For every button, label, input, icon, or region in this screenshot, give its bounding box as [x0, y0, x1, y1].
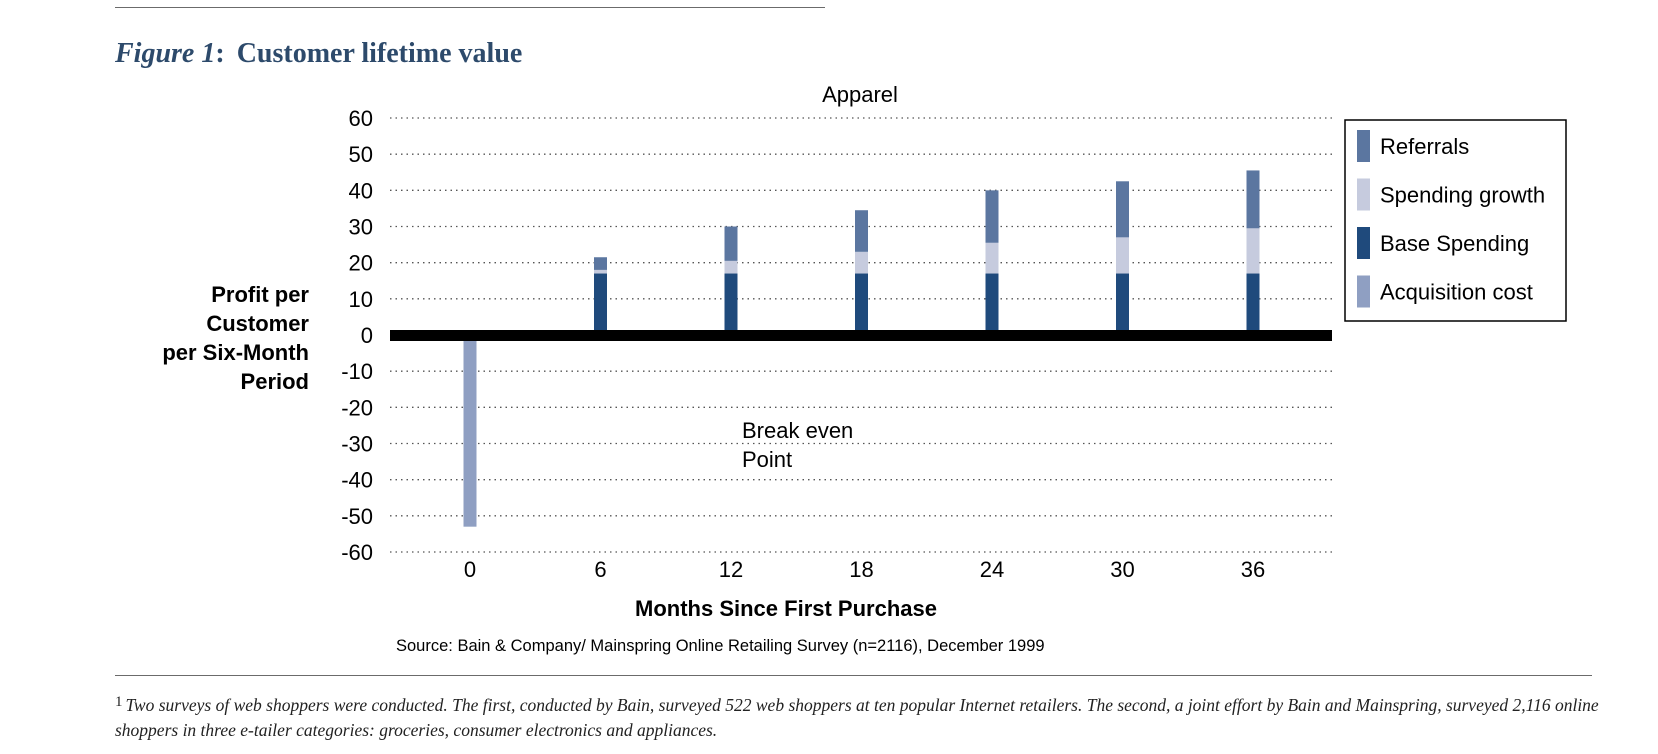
legend-swatch — [1357, 130, 1370, 162]
y-tick-label: -50 — [341, 504, 373, 529]
x-tick-label: 12 — [719, 557, 743, 582]
x-tick-labels: 0 6 12 18 24 30 36 — [464, 557, 1265, 582]
legend-swatch — [1357, 178, 1370, 211]
x-axis-label: Months Since First Purchase — [635, 596, 937, 621]
bar-referrals — [724, 226, 738, 261]
bar-referrals — [855, 210, 868, 252]
bar-spending-growth — [855, 251, 868, 274]
bar-spending-growth — [985, 242, 999, 274]
bar-base-spending — [724, 273, 738, 335]
bars — [463, 170, 1260, 527]
legend-label: Base Spending — [1380, 231, 1529, 256]
zero-line — [390, 330, 1332, 341]
legend-label: Referrals — [1380, 134, 1469, 159]
bar-referrals — [594, 257, 607, 270]
chart-title: Apparel — [822, 82, 898, 107]
bar-base-spending — [985, 273, 999, 335]
x-tick-label: 18 — [849, 557, 873, 582]
footnote: 1 Two surveys of web shoppers were conduc… — [115, 690, 1605, 743]
y-tick-label: -20 — [341, 395, 373, 420]
y-axis-label-line: Profit per — [211, 282, 309, 307]
y-tick-label: 30 — [349, 215, 373, 240]
x-tick-label: 6 — [594, 557, 606, 582]
legend-label: Acquisition cost — [1380, 280, 1533, 305]
footnote-marker: 1 — [115, 694, 123, 710]
x-tick-label: 36 — [1241, 557, 1265, 582]
bar-base-spending — [1246, 273, 1260, 335]
figure-label: Figure 1 — [115, 38, 216, 69]
y-tick-label: 20 — [349, 251, 373, 276]
annotation-line: Break even — [742, 418, 853, 443]
y-axis-label-line: Customer — [206, 311, 309, 336]
bar-acquisition-cost — [463, 335, 477, 527]
chart: 60 50 40 30 20 10 0 -10 -20 -30 -40 -50 -60 0 6 12 18 24… — [162, 82, 1567, 655]
y-axis-label-line: Period — [241, 369, 309, 394]
bar-spending-growth — [724, 260, 738, 274]
y-tick-label: 40 — [349, 178, 373, 203]
legend-swatch — [1357, 275, 1370, 308]
y-tick-label: 50 — [349, 142, 373, 167]
y-tick-label: -10 — [341, 359, 373, 384]
y-tick-label: 0 — [361, 323, 373, 348]
legend: Referrals Spending growth Base Spending Acq… — [1344, 119, 1567, 322]
bottom-rule — [115, 675, 1592, 676]
y-tick-labels: 60 50 40 30 20 10 0 -10 -20 -30 -40 -50 -60 — [341, 106, 373, 565]
bar-referrals — [1116, 181, 1129, 238]
legend-box — [1344, 119, 1567, 322]
figure-title: Figure 1: Customer lifetime value — [115, 38, 523, 69]
y-tick-label: -40 — [341, 468, 373, 493]
bar-referrals — [985, 190, 999, 243]
annotation-line: Point — [742, 447, 792, 472]
bar-base-spending — [594, 273, 607, 335]
source-note: Source: Bain & Company/ Mainspring Onlin… — [396, 637, 1045, 655]
y-axis-label: Profit per Customer per Six-Month Period — [162, 282, 309, 394]
x-tick-label: 30 — [1110, 557, 1134, 582]
bar-spending-growth — [1116, 237, 1129, 274]
break-even-annotation: Break even Point — [742, 418, 853, 472]
bar-referrals — [1246, 170, 1260, 229]
footnote-text: Two surveys of web shoppers were conduct… — [115, 695, 1599, 740]
bar-base-spending — [855, 273, 868, 335]
x-tick-label: 24 — [980, 557, 1004, 582]
legend-label: Spending growth — [1380, 183, 1545, 208]
x-tick-label: 0 — [464, 557, 476, 582]
bar-spending-growth — [1246, 228, 1260, 274]
legend-swatch — [1357, 227, 1370, 259]
y-axis-label-line: per Six-Month — [162, 340, 309, 365]
bar-base-spending — [1116, 273, 1129, 335]
bar-spending-growth — [594, 269, 607, 274]
y-tick-label: 60 — [349, 106, 373, 131]
y-tick-label: -30 — [341, 432, 373, 457]
y-tick-label: 10 — [349, 287, 373, 312]
figure-title-text: Customer lifetime value — [236, 38, 523, 69]
top-rule — [115, 7, 825, 8]
y-tick-label: -60 — [341, 540, 373, 565]
